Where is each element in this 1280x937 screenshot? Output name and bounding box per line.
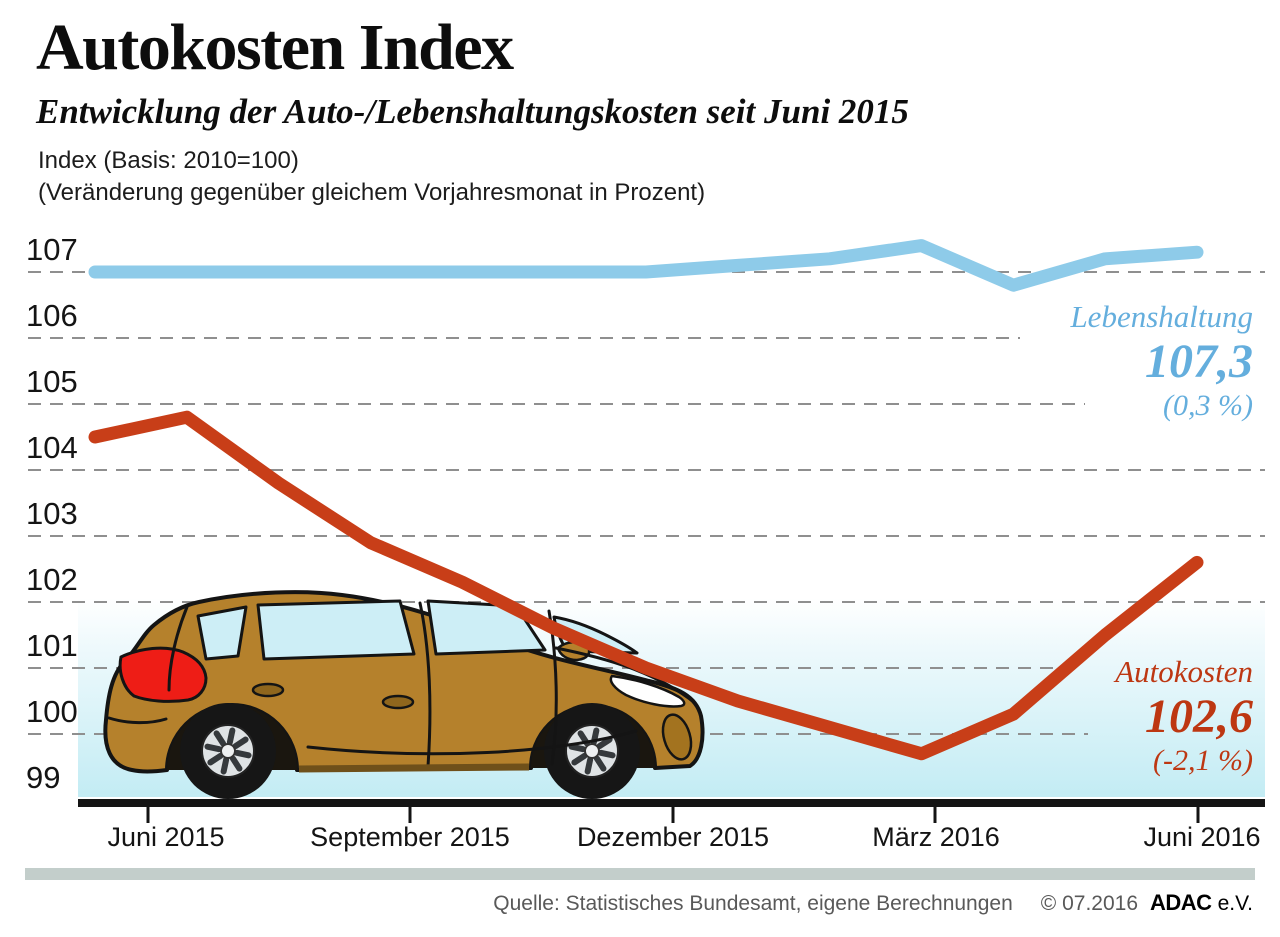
footer: Quelle: Statistisches Bundesamt, eigene … — [0, 890, 1253, 916]
subtitle: Entwicklung der Auto-/Lebenshaltungskost… — [36, 92, 909, 131]
y-axis-label-103: 103 — [26, 496, 78, 531]
tailgate-seam — [167, 605, 189, 692]
x-axis-label: Juni 2015 — [107, 822, 225, 852]
body-crease — [306, 729, 638, 756]
x-axis — [78, 799, 1265, 823]
footer-divider — [25, 868, 1255, 880]
lebenshaltung-series-name: Lebenshaltung — [1070, 299, 1253, 334]
autokosten-label-group: Autokosten 102,6 (-2,1 %) — [1115, 655, 1253, 777]
y-axis-label-105: 105 — [26, 364, 78, 399]
y-axis-label-100: 100 — [26, 694, 78, 729]
source-credit: Quelle: Statistisches Bundesamt, eigene … — [493, 892, 1013, 915]
x-tick-mark — [146, 806, 150, 823]
lebenshaltung-change-pct: (0,3 %) — [1163, 389, 1253, 422]
sill-shadow — [298, 763, 530, 773]
rear-door-window — [256, 599, 416, 661]
y-axis-label-106: 106 — [26, 298, 78, 333]
x-axis-label: Juni 2016 — [1143, 822, 1261, 852]
x-axis-label: September 2015 — [310, 822, 510, 852]
autokosten-series-name: Autokosten — [1115, 654, 1253, 689]
lebenshaltung-current-value: 107,3 — [1145, 335, 1253, 388]
axis-note-change: (Veränderung gegenüber gleichem Vorjahre… — [38, 179, 706, 206]
lebenshaltung-label-group: Lebenshaltung 107,3 (0,3 %) — [1070, 300, 1253, 422]
x-tick-mark — [408, 806, 412, 823]
x-tick-mark — [933, 806, 937, 823]
y-axis-label-107: 107 — [26, 232, 78, 267]
rear-bumper-line — [107, 716, 168, 725]
car-illustration — [103, 590, 705, 799]
page-title: Autokosten Index — [36, 11, 514, 84]
autokosten-change-pct: (-2,1 %) — [1153, 744, 1253, 777]
series-lines — [88, 239, 1204, 761]
x-axis-label: März 2016 — [872, 822, 1000, 852]
brand-suffix: e.V. — [1217, 892, 1253, 915]
x-tick-mark — [671, 806, 675, 823]
rear-door-seam — [418, 601, 432, 768]
x-tick-mark — [1196, 806, 1200, 823]
front-door-handle — [381, 694, 415, 710]
front-hub — [584, 743, 600, 759]
rear-quarter-window — [196, 605, 248, 661]
fog-lamp — [661, 713, 693, 761]
axis-note-basis: Index (Basis: 2010=100) — [38, 147, 299, 174]
headlight — [609, 674, 686, 708]
autokosten-current-value: 102,6 — [1145, 690, 1253, 743]
rear-wheel-spokes — [204, 727, 252, 775]
series-line-autokosten — [88, 410, 1204, 761]
x-axis-label: Dezember 2015 — [576, 822, 770, 852]
taillight — [118, 646, 208, 703]
rear-door-handle — [251, 682, 285, 698]
copyright-date: © 07.2016 — [1040, 892, 1138, 915]
adac-brand: ADAC — [1150, 890, 1212, 915]
y-axis-label-101: 101 — [26, 628, 78, 663]
series-line-lebenshaltung — [88, 239, 1204, 292]
x-axis-line — [78, 799, 1265, 807]
y-axis-label-99: 99 — [26, 760, 61, 795]
rear-hub — [220, 743, 236, 759]
y-axis-label-104: 104 — [26, 430, 78, 465]
y-axis-label-102: 102 — [26, 562, 78, 597]
